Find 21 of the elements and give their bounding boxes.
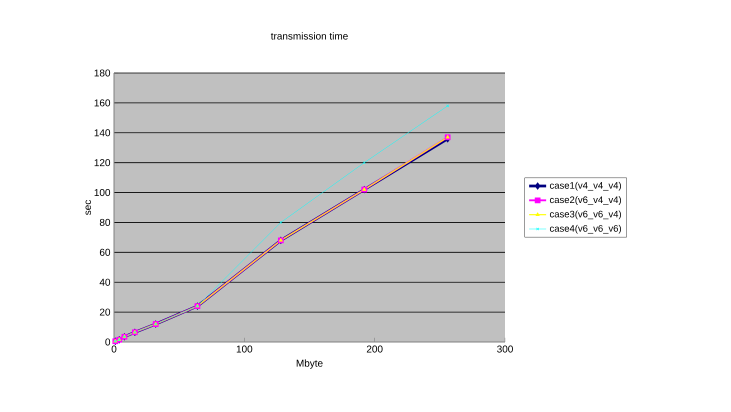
y-tick-label: 20 xyxy=(100,308,110,316)
chart-title: transmission time xyxy=(270,32,348,40)
x-tick-label: 0 xyxy=(112,346,116,353)
y-tick-label: 0 xyxy=(105,338,110,346)
y-tick-label: 60 xyxy=(100,248,110,256)
legend-label: case3(v6_v6_v4) xyxy=(550,210,622,220)
y-tick-label: 140 xyxy=(94,129,110,136)
y-tick-label: 100 xyxy=(94,189,110,196)
x-tick-label: 300 xyxy=(497,346,513,353)
y-tick-label: 80 xyxy=(100,218,110,226)
x-tick-label: 100 xyxy=(236,346,252,353)
y-tick-label: 120 xyxy=(94,159,110,166)
y-tick-label: 180 xyxy=(94,69,110,77)
y-tick-label: 40 xyxy=(100,278,110,286)
legend-label: case1(v4_v4_v4) xyxy=(550,182,622,191)
legend-label: case4(v6_v6_v6) xyxy=(550,224,622,234)
y-tick-label: 160 xyxy=(94,99,110,106)
x-tick-label: 200 xyxy=(366,346,383,353)
legend-label: case2(v6_v4_v4) xyxy=(550,196,622,205)
y-axis-title: sec xyxy=(86,200,91,215)
x-axis-title: Mbyte xyxy=(296,359,323,369)
